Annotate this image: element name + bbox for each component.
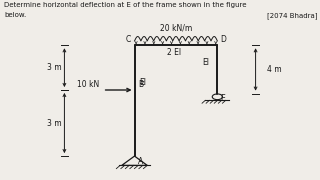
Text: 3 m: 3 m [47,119,61,128]
Text: B: B [138,80,143,89]
Text: 2 EI: 2 EI [167,48,181,57]
Text: 4 m: 4 m [267,65,281,74]
Text: C: C [126,35,131,44]
Text: [2074 Bhadra]: [2074 Bhadra] [267,12,318,19]
Text: EI: EI [139,78,146,87]
Text: 20 kN/m: 20 kN/m [160,24,192,33]
Text: A: A [138,157,143,166]
Text: 10 kN: 10 kN [77,80,100,89]
Text: E: E [220,94,225,103]
Text: below.: below. [4,12,26,18]
Text: Determine horizontal deflection at E of the frame shown in the figure: Determine horizontal deflection at E of … [4,2,246,8]
Text: D: D [220,35,227,44]
Text: EI: EI [202,58,209,67]
Text: 3 m: 3 m [47,63,61,72]
